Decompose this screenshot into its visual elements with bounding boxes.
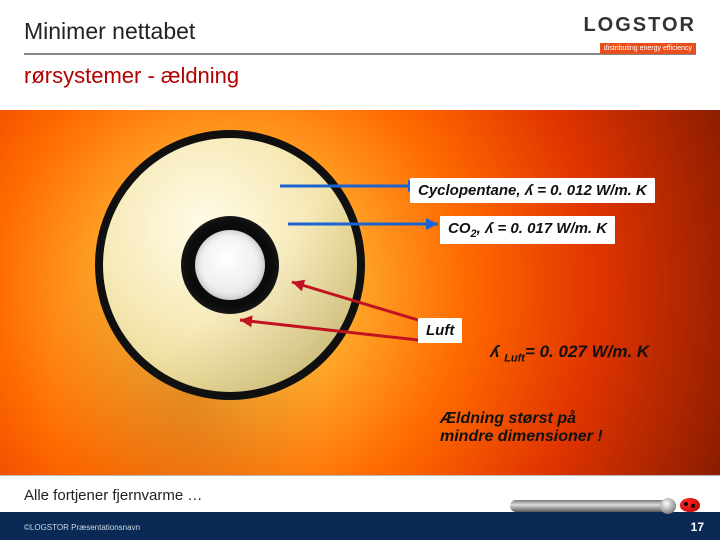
label-co2: CO2, ʎ = 0. 017 W/m. K [440,216,615,244]
footer-pipe-icon [510,500,670,512]
label-co2-pre: CO [448,220,471,237]
arrow-co2-out [288,218,438,230]
arrow-luft-in-2 [240,315,418,340]
footer: Alle fortjener fjernvarme … ©LOGSTOR Præ… [0,475,720,540]
footer-tagline: Alle fortjener fjernvarme … [24,487,202,504]
label-luft-lambda: ʎ Luft= 0. 027 W/m. K [490,342,649,364]
footer-copyright: ©LOGSTOR Præsentationsnavn [24,523,140,532]
label-cyclopentane: Cyclopentane, ʎ = 0. 012 W/m. K [410,178,655,203]
page-number: 17 [691,520,704,534]
ladybug-icon [680,498,700,512]
label-co2-post: , ʎ = 0. 017 W/m. K [477,220,607,237]
arrow-luft-in-1 [292,280,418,320]
aging-note-line2: mindre dimensioner ! [440,428,603,446]
aging-note-line1: Ældning størst på [440,410,603,428]
label-luft-lambda-sub: Luft [504,352,525,364]
label-luft-lambda-pre: ʎ [490,342,504,361]
aging-note: Ældning størst på mindre dimensioner ! [440,410,603,446]
label-luft-lambda-post: = 0. 027 W/m. K [525,342,649,361]
arrow-cyclo-out [280,180,420,192]
label-luft: Luft [418,318,462,343]
arrow-layer [0,0,720,540]
footer-pipe-end-icon [660,498,676,514]
slide: Minimer nettabet rørsystemer - ældning L… [0,0,720,540]
